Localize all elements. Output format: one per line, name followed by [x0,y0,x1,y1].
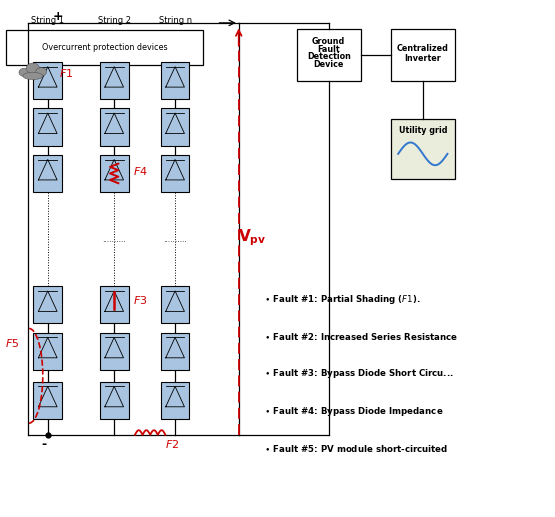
Bar [33,62,62,99]
Bar [33,286,62,324]
Text: String 1: String 1 [31,16,64,25]
Bar [161,62,189,99]
Text: Overcurrent protection devices: Overcurrent protection devices [42,43,167,52]
Text: $\bullet$ Fault #3: Bypass Diode Short Circu...: $\bullet$ Fault #3: Bypass Diode Short C… [264,368,453,381]
Text: $\bullet$ Fault #1: Partial Shading ($\it{F1}$).: $\bullet$ Fault #1: Partial Shading ($\i… [264,293,420,306]
Bar [161,286,189,324]
Text: $\bullet$ Fault #2: Increased Series Resistance: $\bullet$ Fault #2: Increased Series Res… [264,331,458,342]
Text: Fault: Fault [317,44,340,54]
Bar [33,155,62,192]
Bar [6,30,203,65]
Text: Utility grid: Utility grid [398,126,447,135]
Bar [297,29,361,81]
Text: -: - [42,437,47,451]
Text: $\mathbf{V}_{\mathbf{pv}}$: $\mathbf{V}_{\mathbf{pv}}$ [239,227,267,248]
Text: +: + [53,10,64,23]
Bar [161,333,189,370]
Bar [391,29,455,81]
Ellipse shape [36,68,47,76]
Bar [100,286,129,324]
Text: Ground: Ground [312,37,345,47]
Bar [33,109,62,146]
Text: $\it{F3}$: $\it{F3}$ [134,294,148,306]
Bar [161,382,189,419]
Text: ..........: .......... [163,235,187,244]
Ellipse shape [23,72,43,80]
Bar [391,119,455,178]
Bar [100,109,129,146]
Ellipse shape [26,63,39,73]
Text: String n: String n [159,16,191,25]
Text: String 2: String 2 [98,16,130,25]
Bar [100,382,129,419]
Text: $\bullet$ Fault #4: Bypass Diode Impedance: $\bullet$ Fault #4: Bypass Diode Impedan… [264,405,443,418]
Text: $\bullet$ Fault #5: PV module short-circuited: $\bullet$ Fault #5: PV module short-circ… [264,443,448,454]
Text: $\it{F4}$: $\it{F4}$ [133,165,148,177]
Text: Detection: Detection [307,52,351,62]
Bar [161,109,189,146]
Bar [100,333,129,370]
Text: $\it{F5}$: $\it{F5}$ [5,337,19,348]
Bar [161,155,189,192]
Text: Inverter: Inverter [405,54,441,64]
Ellipse shape [19,68,30,77]
Text: Device: Device [314,59,344,69]
Bar [100,62,129,99]
Bar [100,155,129,192]
Text: $\it{F1}$: $\it{F1}$ [59,67,73,79]
Text: Centralized: Centralized [397,44,449,53]
Bar [33,333,62,370]
Text: $\it{F2}$: $\it{F2}$ [165,438,179,450]
Text: ..........: .......... [102,235,126,244]
Bar [33,382,62,419]
